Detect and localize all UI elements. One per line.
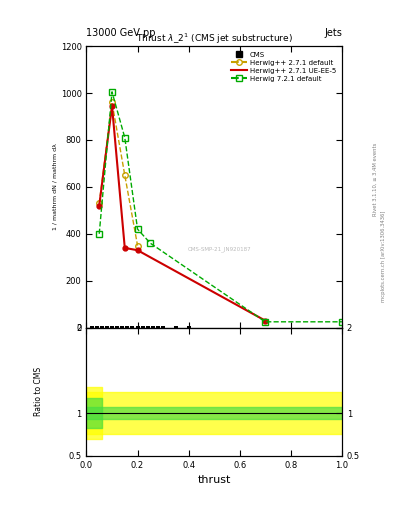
- X-axis label: thrust: thrust: [198, 475, 231, 485]
- Point: [119, 324, 125, 332]
- Point: [150, 324, 156, 332]
- Legend: CMS, Herwig++ 2.7.1 default, Herwig++ 2.7.1 UE-EE-5, Herwig 7.2.1 default: CMS, Herwig++ 2.7.1 default, Herwig++ 2.…: [229, 50, 338, 84]
- Point: [124, 324, 130, 332]
- Point: [104, 324, 110, 332]
- Text: mcplots.cern.ch [arXiv:1306.3436]: mcplots.cern.ch [arXiv:1306.3436]: [381, 210, 386, 302]
- Title: Thrust $\lambda\_2^1$ (CMS jet substructure): Thrust $\lambda\_2^1$ (CMS jet substruct…: [136, 32, 293, 46]
- Point: [109, 324, 115, 332]
- Point: [129, 324, 136, 332]
- Point: [145, 324, 151, 332]
- Point: [173, 324, 179, 332]
- Text: Jets: Jets: [324, 28, 342, 38]
- Point: [114, 324, 120, 332]
- Text: 13000 GeV pp: 13000 GeV pp: [86, 28, 156, 38]
- Point: [160, 324, 166, 332]
- Bar: [86, 392, 342, 434]
- Point: [140, 324, 146, 332]
- Point: [155, 324, 161, 332]
- Y-axis label: 1 / mathrm dN / mathrm dλ: 1 / mathrm dN / mathrm dλ: [53, 143, 58, 230]
- Y-axis label: Ratio to CMS: Ratio to CMS: [34, 367, 43, 416]
- Point: [94, 324, 100, 332]
- Text: Rivet 3.1.10, ≥ 3.4M events: Rivet 3.1.10, ≥ 3.4M events: [373, 142, 378, 216]
- Point: [88, 324, 95, 332]
- Text: CMS-SMP-21_JN920187: CMS-SMP-21_JN920187: [187, 246, 251, 252]
- Bar: [86, 407, 342, 419]
- Point: [134, 324, 141, 332]
- Point: [99, 324, 105, 332]
- Point: [185, 324, 192, 332]
